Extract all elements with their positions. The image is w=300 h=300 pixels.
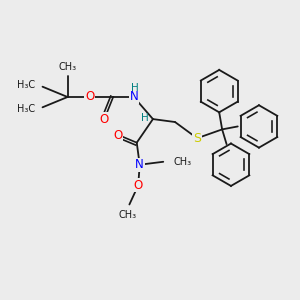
Text: H₃C: H₃C xyxy=(17,80,35,90)
Text: H: H xyxy=(130,82,138,93)
Text: CH₃: CH₃ xyxy=(58,62,76,72)
Text: H₃C: H₃C xyxy=(17,104,35,114)
Text: S: S xyxy=(193,132,201,145)
Text: N: N xyxy=(129,91,138,103)
Text: O: O xyxy=(134,179,143,192)
Text: H: H xyxy=(141,112,148,123)
Text: O: O xyxy=(100,112,109,126)
Text: CH₃: CH₃ xyxy=(119,210,137,220)
Text: O: O xyxy=(113,129,122,142)
Text: CH₃: CH₃ xyxy=(174,157,192,167)
Text: N: N xyxy=(135,158,144,171)
Text: O: O xyxy=(85,91,94,103)
